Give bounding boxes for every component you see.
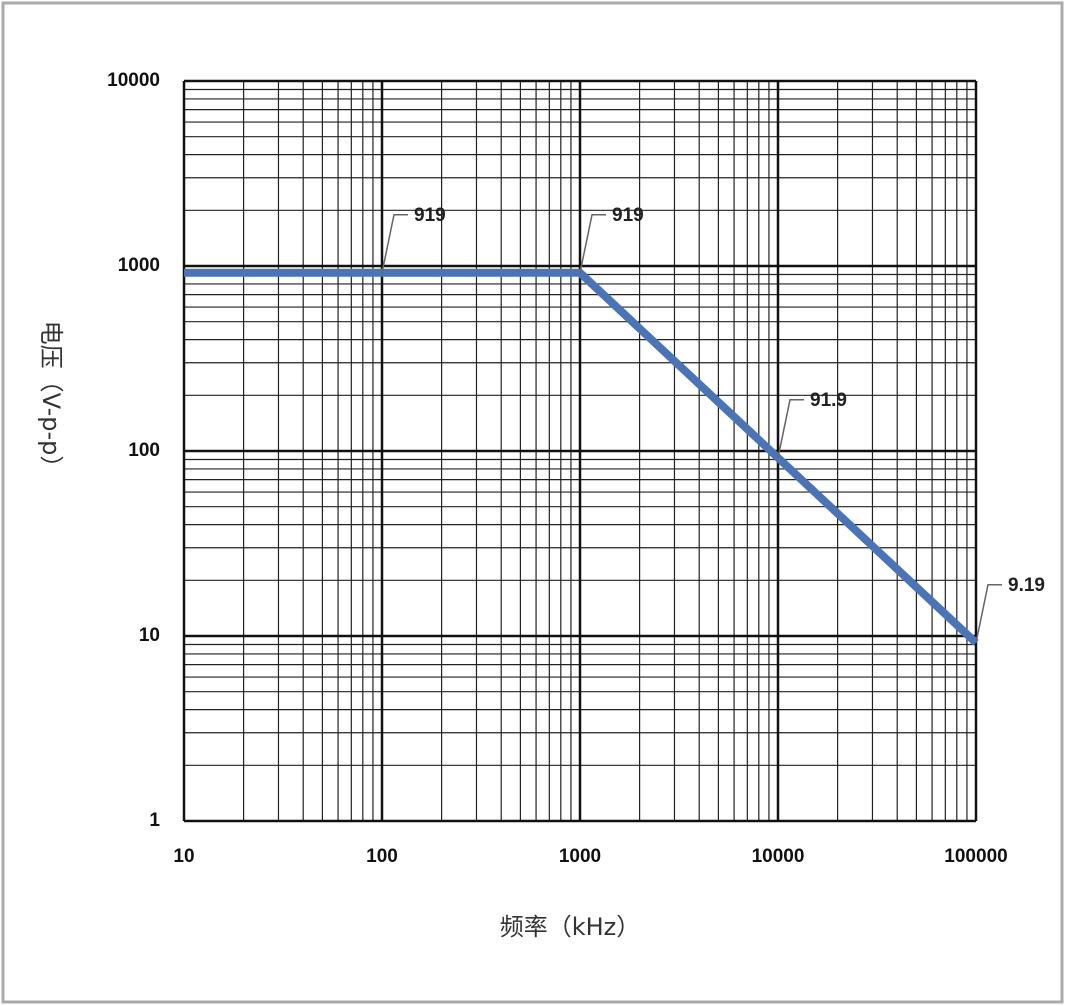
x-axis-label: 频率（kHz）	[500, 913, 641, 941]
annotation-label: 9.19	[1008, 575, 1045, 596]
annotation-label: 919	[414, 205, 446, 226]
annotation-leader	[777, 399, 804, 458]
x-tick-label: 100	[366, 846, 398, 867]
y-axis-label: 电压（V-p-p）	[37, 321, 65, 480]
y-tick-label: 10	[139, 625, 160, 646]
annotation-leader	[579, 214, 606, 273]
y-tick-label: 10000	[107, 70, 160, 91]
annotation-label: 919	[612, 205, 644, 226]
x-tick-label: 100000	[944, 846, 1007, 867]
x-tick-label: 1000	[559, 846, 601, 867]
annotation-label: 91.9	[810, 390, 847, 411]
data-line	[184, 268, 979, 646]
y-tick-label: 1	[149, 810, 160, 831]
x-tick-label: 10	[173, 846, 194, 867]
y-tick-label: 100	[128, 440, 160, 461]
annotation-leader	[381, 214, 408, 273]
y-tick-label: 1000	[118, 255, 160, 276]
x-tick-label: 10000	[752, 846, 805, 867]
annotation-leader	[975, 584, 1002, 643]
